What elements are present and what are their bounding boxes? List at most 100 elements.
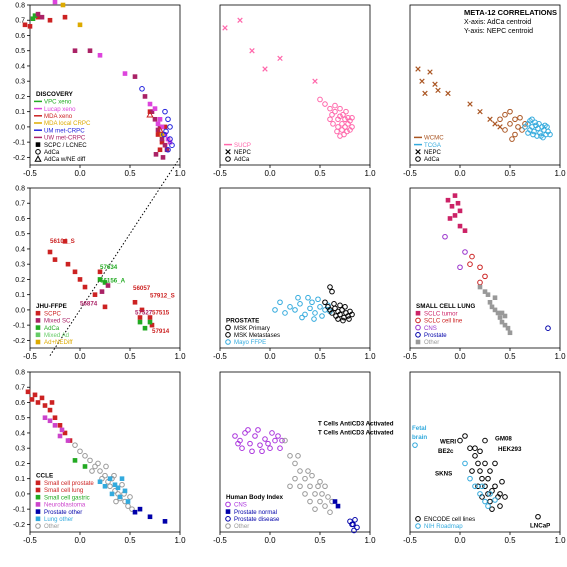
legend-label: MDA xeno [44,113,73,120]
data-point [122,488,128,494]
data-point [277,299,283,306]
data-point [307,305,313,312]
data-point [156,126,164,133]
data-point [482,273,488,280]
y-tick-label: 0.0 [15,307,25,314]
y-tick-label: 0.3 [15,79,25,86]
legend-label: CNS [424,325,437,332]
x-tick-label: 0.0 [264,352,276,361]
data-point [499,310,505,316]
data-point [97,479,103,485]
data-point [529,116,535,123]
data-point [167,139,173,145]
data-point [472,453,478,459]
data-point [472,483,478,490]
data-point [52,0,58,5]
y-tick-label: 0.4 [15,63,25,70]
data-point [62,14,68,20]
y-tick-label: 0.5 [15,231,25,238]
y-tick-label: 0.0 [15,124,25,131]
legend-marker [415,516,421,522]
data-point [342,304,348,310]
data-point [302,311,308,318]
data-point [47,418,53,424]
legend-title: CCLE [36,473,53,480]
data-point [257,442,263,448]
data-point [153,152,159,157]
legend-marker [225,523,231,529]
data-point [512,131,518,138]
data-point [487,116,493,123]
data-point [457,437,463,444]
data-point [302,491,308,497]
data-point [305,468,311,474]
legend-marker [35,149,41,155]
data-point [147,315,153,320]
data-point [475,483,481,490]
data-point [160,155,166,160]
data-point [531,128,537,135]
data-point [52,423,58,428]
data-point [62,239,68,244]
x-tick-label: 1.0 [364,536,376,545]
data-point [159,136,165,142]
data-point [502,322,508,328]
x-tick-label: 0.5 [124,169,136,178]
data-point [332,108,338,115]
data-point [102,280,108,285]
data-point [162,132,168,137]
x-tick-label: 0.5 [314,536,326,545]
data-point [482,498,488,505]
data-point [467,261,473,267]
plot-frame [219,187,371,349]
data-point [342,124,348,130]
legend-label: WCMC [424,135,444,142]
y-tick-label: -0.1 [13,140,25,147]
x-tick-label: -0.5 [213,352,227,361]
data-point [167,124,173,130]
data-point [307,498,313,505]
plot-frame [29,187,181,349]
data-point [315,483,321,490]
data-point [307,483,313,490]
point-annotation: WERI [440,439,456,446]
data-point [319,313,325,319]
data-point [137,315,143,320]
data-point [485,503,491,509]
legend-marker [415,156,421,162]
legend-label: UM met-CRPC [44,127,85,134]
y-tick-label: -0.2 [13,155,25,162]
data-point [499,319,505,325]
data-point [325,494,331,500]
data-point [295,453,301,459]
data-point [309,472,315,479]
data-point [245,427,251,433]
identity-line [49,157,181,356]
data-point [105,283,111,288]
data-point [489,304,495,310]
data-point [60,2,66,8]
y-tick-label: -0.2 [13,522,25,529]
data-point [72,442,78,448]
legend-marker [35,523,41,529]
data-point [162,142,168,148]
data-point [137,506,143,512]
y-tick-label: 0.7 [15,201,25,208]
data-point [537,130,543,136]
data-point [149,109,155,114]
data-point [142,325,148,331]
data-point [287,453,293,459]
data-point [346,316,352,322]
data-point [522,124,528,130]
legend-marker [35,480,41,486]
legend-marker [225,516,231,522]
data-point [535,513,541,520]
data-point [161,131,167,138]
data-point [475,460,481,467]
x-tick-label: 0.0 [454,169,466,178]
data-point [277,445,283,451]
data-point [65,438,71,443]
